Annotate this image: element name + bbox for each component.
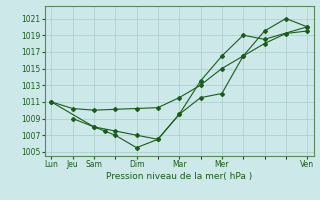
X-axis label: Pression niveau de la mer( hPa ): Pression niveau de la mer( hPa ): [106, 172, 252, 181]
